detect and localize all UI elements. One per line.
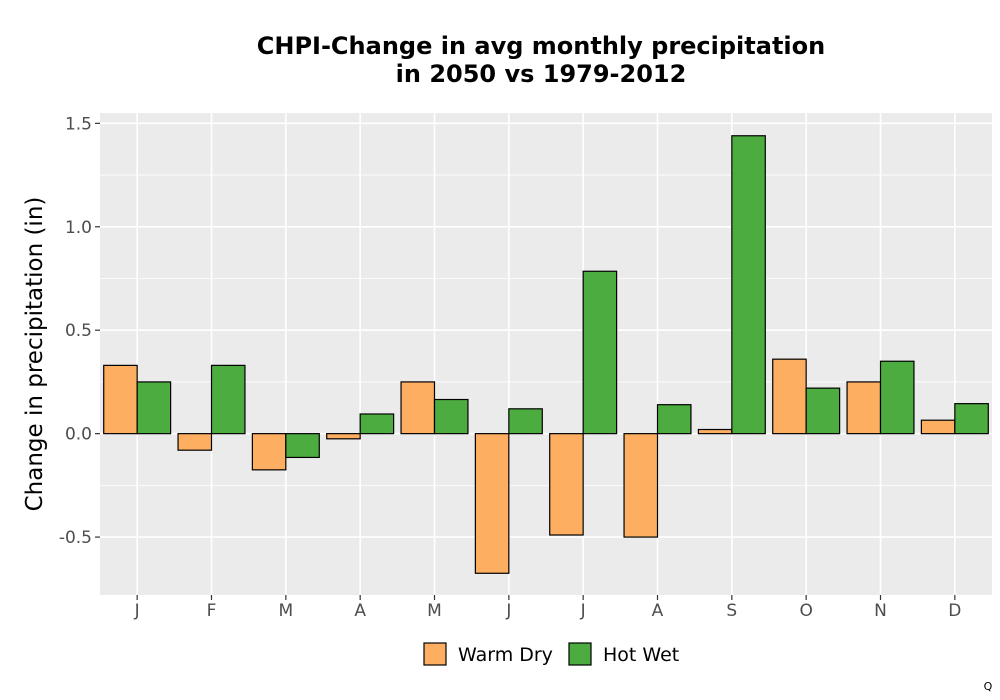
y-tick-label: -0.5 — [59, 528, 92, 548]
chart-title-line-1: CHPI-Change in avg monthly precipitation — [257, 32, 825, 60]
bar-hot-wet-7 — [582, 270, 618, 435]
bar-warm-dry-10 — [772, 358, 807, 435]
bar-warm-dry-6 — [474, 433, 510, 574]
x-tick-label: J — [134, 601, 140, 621]
x-tick-label: N — [874, 601, 887, 621]
bar-hot-wet-9 — [731, 135, 766, 435]
y-tick-label: 0.5 — [65, 321, 92, 341]
bar-warm-dry-4 — [326, 433, 361, 440]
x-tick-label: A — [652, 601, 664, 621]
legend: Warm Dry Hot Wet — [423, 642, 679, 666]
x-tick-label: O — [799, 601, 812, 621]
x-tick-label: M — [427, 601, 442, 621]
chart-title-line-2: in 2050 vs 1979-2012 — [396, 60, 687, 88]
legend-key-warm-dry — [423, 642, 447, 666]
y-tick-label: 1.0 — [65, 218, 92, 238]
bar-warm-dry-11 — [846, 381, 882, 435]
bar-hot-wet-12 — [954, 403, 989, 435]
y-tick-label: 0.0 — [65, 425, 92, 445]
bar-warm-dry-3 — [251, 433, 287, 471]
bar-hot-wet-8 — [656, 404, 692, 435]
bar-warm-dry-9 — [697, 428, 733, 435]
bar-warm-dry-8 — [623, 433, 659, 538]
y-axis-ticks: -0.5 0.0 0.5 1.0 1.5 — [59, 114, 100, 548]
legend-key-hot-wet — [568, 642, 592, 666]
legend-label-hot-wet: Hot Wet — [603, 644, 679, 666]
y-tick-label: 1.5 — [65, 114, 92, 134]
x-tick-label: J — [580, 601, 586, 621]
corner-mark: Q — [984, 680, 993, 693]
bar-hot-wet-2 — [210, 364, 246, 435]
y-axis-title: Change in precipitation (in) — [22, 197, 48, 512]
x-tick-label: A — [354, 601, 366, 621]
bars — [103, 135, 989, 574]
bar-hot-wet-6 — [508, 408, 543, 435]
x-tick-label: F — [207, 601, 217, 621]
bar-warm-dry-1 — [103, 364, 138, 435]
bar-hot-wet-5 — [433, 398, 469, 435]
bar-hot-wet-4 — [359, 413, 395, 435]
bar-hot-wet-11 — [879, 360, 915, 435]
bar-warm-dry-2 — [177, 433, 213, 451]
bar-hot-wet-3 — [285, 433, 320, 459]
bar-hot-wet-1 — [136, 381, 172, 435]
x-tick-label: J — [505, 601, 511, 621]
x-tick-label: M — [278, 601, 293, 621]
x-tick-label: S — [726, 601, 737, 621]
bar-warm-dry-7 — [549, 433, 584, 536]
bar-hot-wet-10 — [805, 387, 841, 435]
legend-label-warm-dry: Warm Dry — [458, 644, 553, 666]
x-tick-label: D — [948, 601, 961, 621]
plot-panel — [100, 113, 992, 595]
bar-warm-dry-5 — [400, 381, 436, 435]
bar-warm-dry-12 — [920, 419, 956, 435]
